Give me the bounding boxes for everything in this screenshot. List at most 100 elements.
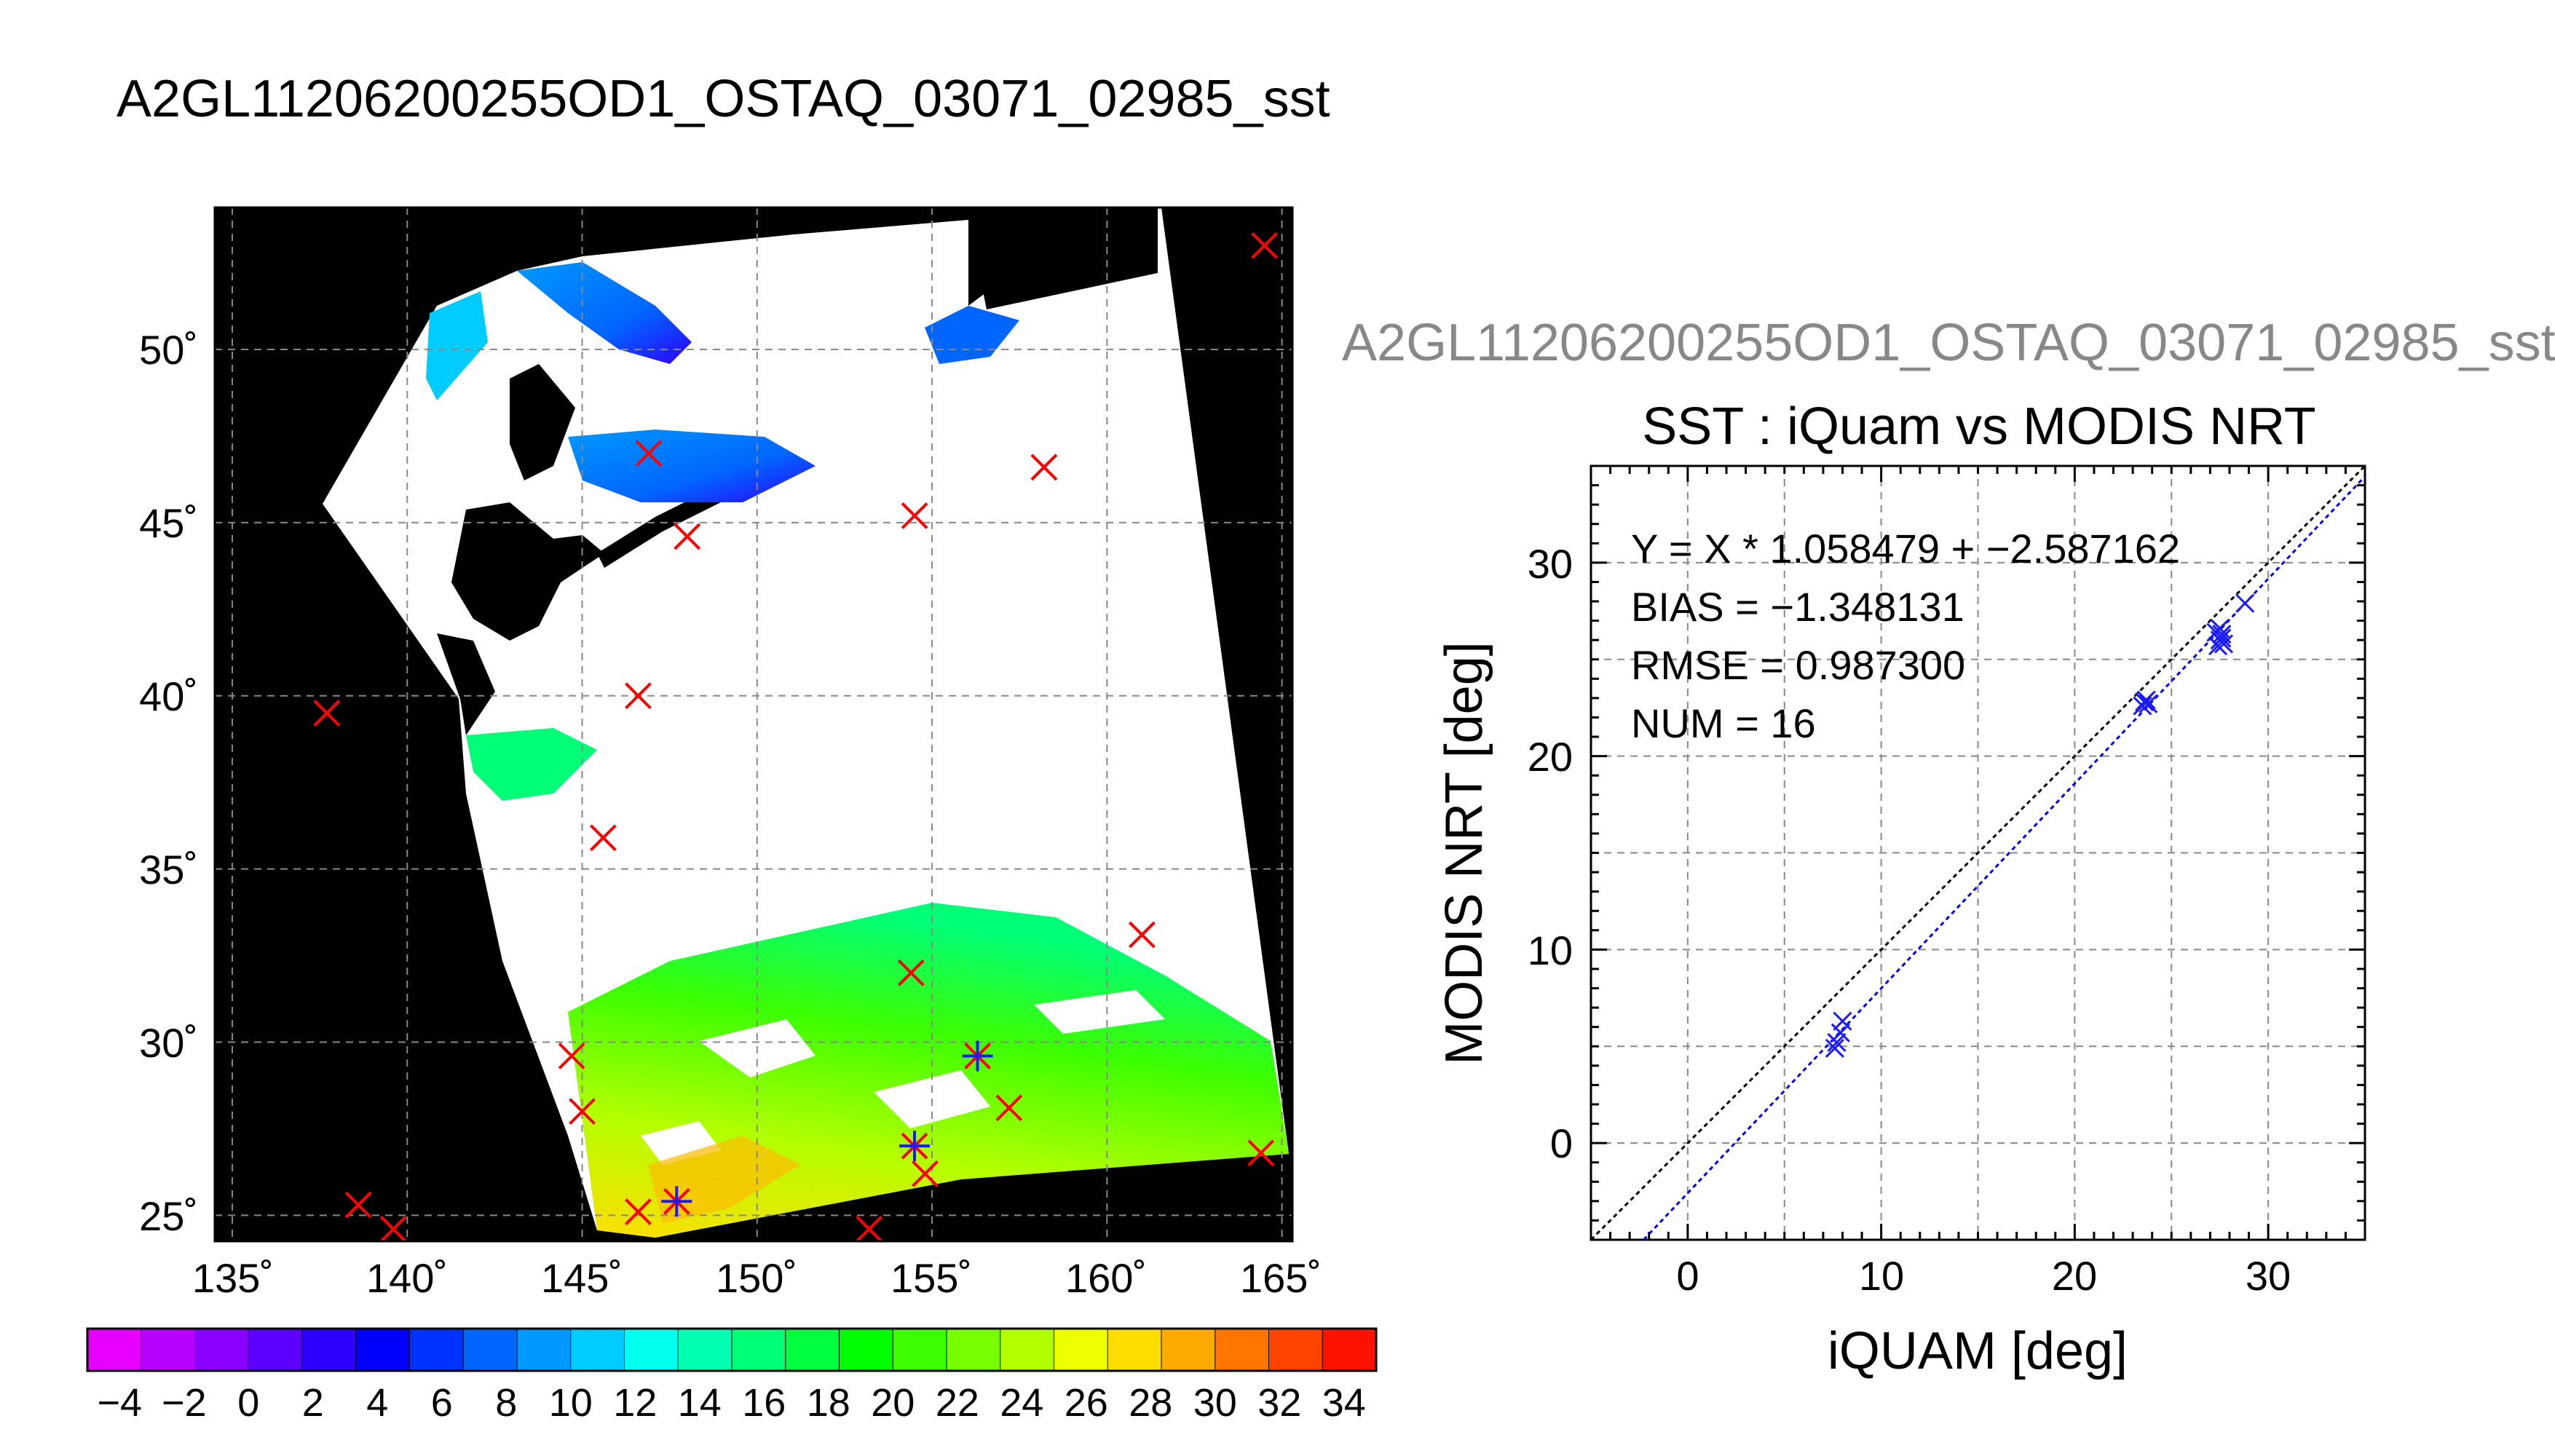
colorbar-cell bbox=[731, 1328, 786, 1372]
colorbar-cell bbox=[194, 1328, 250, 1372]
map-match-marker bbox=[1251, 232, 1278, 259]
y-tick-label: 20 bbox=[1528, 734, 1573, 780]
scatter-x-tick-labels: 0 10 20 30 bbox=[1676, 1253, 2291, 1299]
x-tick-label: 0 bbox=[1676, 1253, 1699, 1299]
y-tick-label: 0 bbox=[1550, 1120, 1573, 1166]
colorbar-tick-label: 30 bbox=[1193, 1381, 1237, 1425]
scatter-ticks bbox=[1590, 464, 2366, 1241]
scatter-subtitle: A2GL11206200255OD1_OSTAQ_03071_02985_sst bbox=[1342, 314, 2555, 372]
lat-tick-label: 45˚ bbox=[139, 500, 198, 546]
map-match-marker bbox=[1030, 454, 1058, 481]
scatter-plot: Y = X * 1.058479 + −2.587162 BIAS = −1.3… bbox=[1435, 464, 2366, 1380]
map-match-marker bbox=[856, 1215, 882, 1243]
lat-tick-label: 25˚ bbox=[139, 1193, 198, 1239]
map-match-marker bbox=[635, 440, 663, 467]
scatter-point bbox=[2214, 634, 2234, 654]
lon-tick-label: 165˚ bbox=[1240, 1255, 1322, 1301]
x-tick-label: 10 bbox=[1859, 1253, 1904, 1299]
sst-cloud-gap-3 bbox=[1034, 990, 1165, 1034]
map-match-marker bbox=[912, 1160, 939, 1187]
colorbar-cell bbox=[355, 1328, 411, 1372]
colorbar-cell bbox=[677, 1328, 732, 1372]
map-match-marker bbox=[625, 682, 652, 710]
scatter-point bbox=[1831, 1023, 1850, 1042]
map-match-marker bbox=[1247, 1139, 1275, 1167]
colorbar-cells bbox=[87, 1328, 1377, 1372]
y-tick-label: 30 bbox=[1528, 541, 1573, 587]
x-tick-label: 30 bbox=[2246, 1253, 2291, 1299]
colorbar-cell bbox=[409, 1328, 465, 1372]
scatter-stats: Y = X * 1.058479 + −2.587162 BIAS = −1.3… bbox=[1631, 526, 2180, 746]
lon-tick-label: 140˚ bbox=[366, 1255, 448, 1301]
map-match-marker bbox=[995, 1094, 1023, 1122]
colorbar-cell bbox=[141, 1328, 196, 1372]
map-frame bbox=[213, 206, 1294, 1243]
lat-tick-label: 30˚ bbox=[139, 1020, 198, 1066]
colorbar-tick-label: 22 bbox=[936, 1381, 979, 1425]
lon-tick-label: 155˚ bbox=[891, 1255, 972, 1301]
sst-patch-okhotsk bbox=[568, 430, 816, 502]
land-sakhalin bbox=[510, 364, 575, 480]
lat-tick-label: 35˚ bbox=[139, 847, 198, 893]
stats-num: NUM = 16 bbox=[1631, 700, 1816, 746]
lon-tick-label: 135˚ bbox=[192, 1255, 274, 1301]
land-hokkaido bbox=[451, 502, 604, 641]
map-match-marker bbox=[558, 1042, 585, 1069]
land-kamchatka bbox=[968, 218, 1019, 306]
sst-patch-honshu-east bbox=[466, 728, 597, 801]
colorbar-tick-label: 4 bbox=[366, 1381, 388, 1425]
scatter-point bbox=[1825, 1038, 1844, 1058]
colorbar-cell bbox=[570, 1328, 625, 1372]
map-markers bbox=[313, 232, 1278, 1243]
colorbar-tick-label: 0 bbox=[237, 1381, 259, 1425]
colorbar-tick-label: 32 bbox=[1257, 1381, 1301, 1425]
map-match-marker bbox=[379, 1215, 407, 1243]
colorbar-tick-label: 34 bbox=[1322, 1381, 1366, 1425]
map-match-marker bbox=[625, 1198, 652, 1225]
main-title: A2GL11206200255OD1_OSTAQ_03071_02985_sst bbox=[117, 70, 1330, 128]
map-match-marker bbox=[1128, 921, 1156, 949]
map-match-marker bbox=[589, 824, 617, 852]
scatter-title: SST : iQuam vs MODIS NRT bbox=[1642, 397, 2316, 456]
scatter-y-tick-labels: 0 10 20 30 bbox=[1528, 541, 1573, 1166]
identity-line bbox=[1590, 464, 2366, 1241]
scatter-point bbox=[2133, 696, 2152, 716]
colorbar-tick-label: −2 bbox=[162, 1381, 207, 1425]
stats-rmse: RMSE = 0.987300 bbox=[1631, 642, 1965, 688]
colorbar-cell bbox=[785, 1328, 840, 1372]
map-match-marker bbox=[661, 1186, 692, 1217]
colorbar: −4 −2 0 2 4 6 8 10 12 14 16 18 20 22 24 26 28 30 32 34 bbox=[86, 1327, 1378, 1425]
colorbar-tick-label: 10 bbox=[549, 1381, 593, 1425]
x-tick-label: 20 bbox=[2052, 1253, 2097, 1299]
y-axis-label: MODIS NRT [deg] bbox=[1435, 641, 1493, 1065]
map-match-marker bbox=[569, 1098, 596, 1125]
x-axis-label: iQUAM [deg] bbox=[1828, 1322, 2128, 1380]
colorbar-cell bbox=[1107, 1328, 1162, 1372]
colorbar-tick-label: 18 bbox=[807, 1381, 850, 1425]
colorbar-cell bbox=[892, 1328, 947, 1372]
colorbar-tick-label: 20 bbox=[871, 1381, 915, 1425]
colorbar-cell bbox=[839, 1328, 894, 1372]
scatter-point bbox=[1833, 1011, 1852, 1031]
colorbar-tick-label: 14 bbox=[678, 1381, 722, 1425]
colorbar-cell bbox=[946, 1328, 1001, 1372]
map-lat-labels: 25˚ 30˚ 35˚ 40˚ 45˚ 50˚ bbox=[139, 327, 198, 1239]
scatter-point bbox=[2139, 694, 2158, 713]
colorbar-tick-label: 28 bbox=[1129, 1381, 1172, 1425]
colorbar-tick-label: 26 bbox=[1065, 1381, 1108, 1425]
colorbar-cell bbox=[248, 1328, 303, 1372]
map-match-marker bbox=[901, 502, 928, 529]
sst-patch-kamchatka-east bbox=[925, 306, 1019, 364]
sst-map: 135˚ 140˚ 145˚ 150˚ 155˚ 160˚ 165˚ 25˚ 3… bbox=[139, 206, 1322, 1301]
scatter-point bbox=[2235, 593, 2255, 613]
y-tick-label: 10 bbox=[1528, 927, 1573, 973]
colorbar-cell bbox=[1000, 1328, 1055, 1372]
map-lon-labels: 135˚ 140˚ 145˚ 150˚ 155˚ 160˚ 165˚ bbox=[192, 1255, 1322, 1301]
colorbar-tick-label: 2 bbox=[302, 1381, 324, 1425]
colorbar-cell bbox=[301, 1328, 357, 1372]
colorbar-cell bbox=[1161, 1328, 1216, 1372]
colorbar-tick-label: 12 bbox=[613, 1381, 657, 1425]
colorbar-cell bbox=[1322, 1328, 1377, 1372]
colorbar-tick-label: −4 bbox=[97, 1381, 142, 1425]
lon-tick-label: 160˚ bbox=[1065, 1255, 1147, 1301]
